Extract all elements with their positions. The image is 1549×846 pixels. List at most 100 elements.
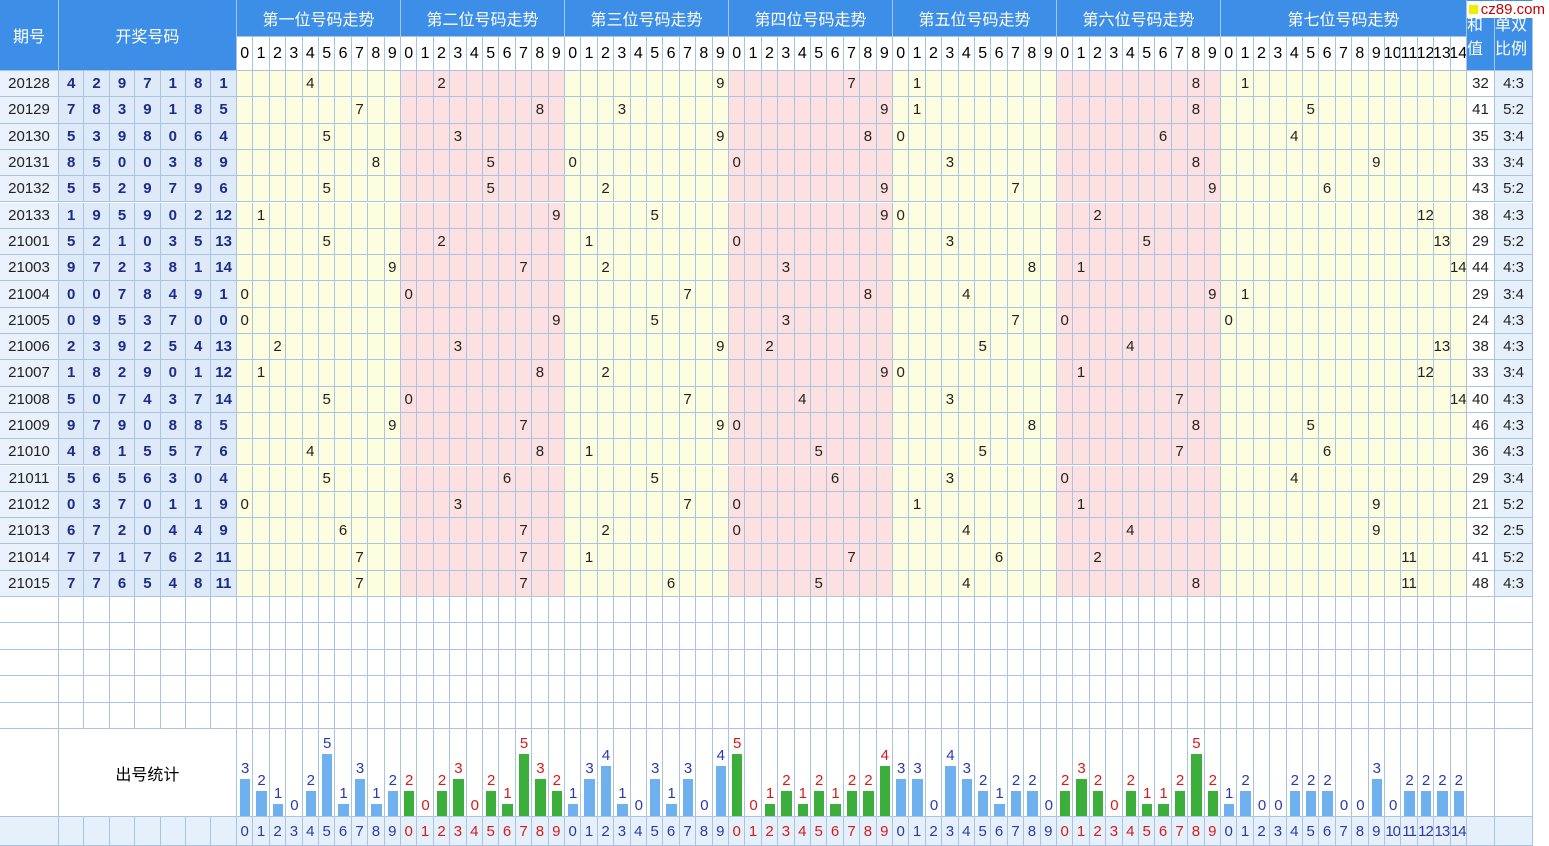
empty-cell — [630, 623, 647, 650]
trend-cell — [581, 570, 598, 597]
trend-cell — [663, 334, 680, 361]
digit-header: 9 — [384, 37, 401, 71]
trend-cell — [1286, 334, 1303, 361]
draw-number: 5 — [59, 123, 85, 150]
trend-cell — [778, 465, 795, 492]
trend-cell — [1401, 123, 1418, 150]
trend-cell — [794, 176, 811, 203]
trend-cell — [876, 518, 893, 545]
trend-cell — [466, 97, 483, 124]
draw-number: 0 — [59, 281, 85, 308]
trend-cell — [1352, 281, 1369, 308]
trend-cell — [745, 386, 762, 413]
trend-cell — [1335, 123, 1353, 150]
trend-cell — [483, 518, 500, 545]
empty-cell — [286, 597, 303, 624]
trend-cell — [1303, 123, 1320, 150]
trend-cell — [335, 412, 352, 440]
trend-cell — [1122, 544, 1139, 571]
ratio-cell: 3:4 — [1495, 465, 1533, 492]
draw-number: 4 — [211, 123, 237, 150]
empty-cell — [1237, 623, 1254, 650]
empty-cell — [794, 702, 811, 729]
stats-bar-label: 1 — [372, 784, 381, 802]
trend-cell — [1303, 544, 1320, 571]
trend-cell — [958, 97, 975, 124]
trend-cell — [1057, 412, 1074, 440]
stats-bar — [551, 791, 562, 816]
trend-cell — [925, 491, 943, 519]
trend-cell — [286, 360, 303, 387]
trend-hit-mark: 8 — [532, 360, 549, 387]
trend-cell — [696, 570, 713, 597]
trend-cell — [1106, 570, 1123, 597]
trend-cell — [696, 412, 713, 440]
axis-digit: 6 — [335, 817, 352, 846]
trend-cell — [1434, 439, 1451, 466]
trend-cell — [909, 570, 926, 597]
trend-cell — [581, 97, 598, 124]
trend-cell — [1253, 334, 1271, 361]
trend-hit-mark: 14 — [1450, 255, 1467, 282]
trend-cell — [1368, 439, 1385, 466]
empty-cell — [876, 597, 893, 624]
trend-cell — [958, 412, 975, 440]
trend-cell — [712, 465, 729, 492]
trend-cell — [597, 570, 615, 597]
draw-number: 0 — [160, 360, 186, 387]
trend-cell — [942, 176, 959, 203]
draw-number: 8 — [186, 149, 212, 177]
empty-cell — [811, 702, 828, 729]
trend-cell — [712, 176, 729, 203]
trend-cell — [942, 71, 959, 98]
trend-cell — [1401, 149, 1418, 177]
trend-cell — [1073, 228, 1090, 256]
trend-cell — [565, 465, 582, 492]
trend-cell — [483, 281, 500, 308]
stats-bar — [961, 778, 972, 816]
digit-header: 0 — [237, 37, 254, 71]
trend-hit-mark: 2 — [433, 71, 451, 98]
trend-cell — [876, 281, 893, 308]
trend-cell — [663, 465, 680, 492]
trend-cell — [1106, 334, 1123, 361]
trend-cell — [1171, 255, 1189, 282]
empty-cell — [729, 702, 746, 729]
trend-cell — [401, 202, 418, 229]
empty-cell — [1188, 676, 1205, 703]
trend-cell — [778, 149, 795, 177]
trend-cell — [794, 544, 811, 571]
trend-cell — [647, 255, 664, 282]
trend-cell — [1188, 228, 1205, 256]
trend-hit-mark: 6 — [1319, 176, 1336, 203]
trend-cell — [745, 491, 762, 519]
trend-cell — [581, 386, 598, 413]
empty-cell — [942, 649, 959, 677]
draw-number: 8 — [160, 412, 186, 440]
trend-cell — [679, 97, 697, 124]
trend-cell — [630, 255, 647, 282]
axis-digit: 0 — [893, 817, 910, 846]
empty-cell — [860, 676, 877, 703]
empty-cell — [1139, 623, 1156, 650]
trend-cell — [614, 544, 631, 571]
trend-cell — [1286, 544, 1303, 571]
digit-header: 3 — [286, 37, 303, 71]
digit-header: 7 — [843, 37, 861, 71]
empty-cell — [548, 702, 565, 729]
stats-bar-label: 1 — [995, 784, 1004, 802]
draw-number: 4 — [59, 71, 85, 98]
trend-cell — [417, 360, 434, 387]
trend-cell — [1073, 123, 1090, 150]
empty-cell — [663, 702, 680, 729]
trend-cell — [1188, 123, 1205, 150]
trend-cell — [581, 71, 598, 98]
trend-hit-mark: 7 — [515, 570, 533, 597]
draw-number: 6 — [186, 123, 212, 150]
trend-cell — [1319, 97, 1336, 124]
trend-cell — [581, 202, 598, 229]
stats-bar-label: 1 — [1159, 784, 1168, 802]
trend-cell — [1122, 307, 1139, 334]
trend-cell — [663, 228, 680, 256]
ratio-cell: 4:3 — [1495, 386, 1533, 413]
